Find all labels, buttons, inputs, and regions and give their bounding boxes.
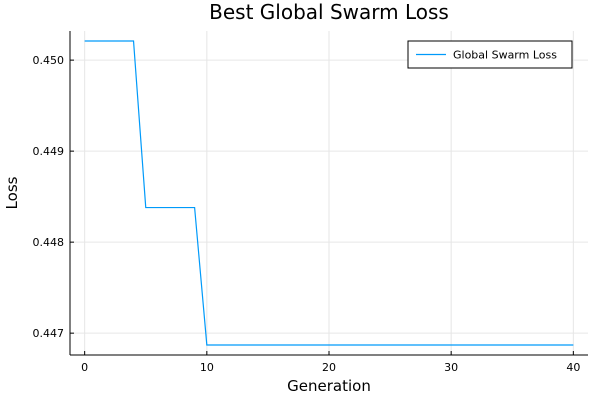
x-tick-label-1: 10 [200, 361, 214, 374]
series-line-0 [84, 40, 574, 346]
x-axis-label: Generation [287, 377, 371, 395]
series-layer [84, 40, 574, 346]
x-tick-label-0: 0 [81, 361, 88, 374]
chart-title: Best Global Swarm Loss [209, 0, 449, 24]
x-tick-label-3: 30 [444, 361, 458, 374]
x-tick-label-4: 40 [566, 361, 580, 374]
grid [70, 31, 588, 355]
y-tick-label-1: 0.448 [33, 236, 65, 249]
y-ticks: 0.447 0.448 0.449 0.450 [33, 54, 74, 340]
y-axis-label: Loss [3, 176, 21, 209]
y-tick-label-3: 0.450 [33, 54, 65, 67]
y-tick-label-0: 0.447 [33, 327, 65, 340]
legend: Global Swarm Loss [407, 40, 573, 69]
legend-entry-label: Global Swarm Loss [453, 49, 557, 62]
x-tick-label-2: 20 [322, 361, 336, 374]
x-ticks: 0 10 20 30 40 [81, 351, 580, 374]
y-tick-label-2: 0.449 [33, 145, 65, 158]
